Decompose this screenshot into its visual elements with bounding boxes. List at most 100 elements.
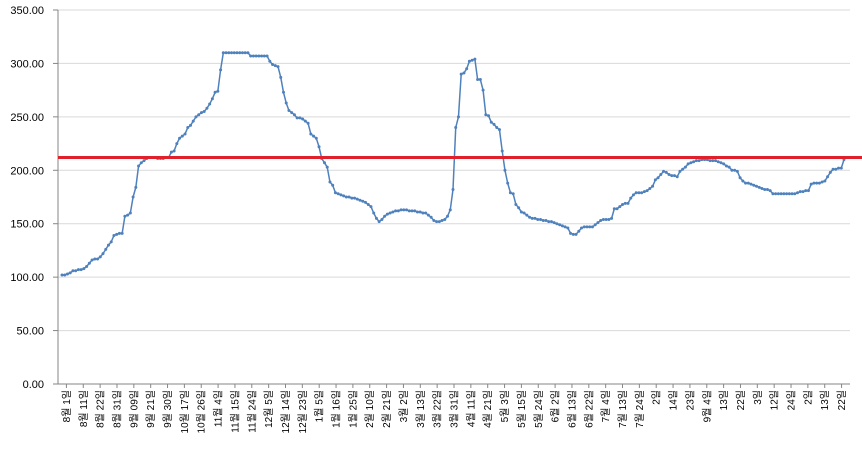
data-point [560, 224, 564, 228]
data-point [265, 54, 269, 58]
data-point [328, 180, 332, 184]
data-point [694, 159, 698, 163]
data-point [793, 192, 797, 196]
data-point [621, 202, 625, 206]
data-point [612, 207, 616, 211]
data-point [437, 220, 441, 224]
data-point [117, 231, 121, 235]
data-point [741, 179, 745, 183]
y-tick-label: 50.00 [16, 326, 44, 338]
x-tick-label: 3월 13일 [415, 390, 427, 428]
data-point [134, 185, 138, 189]
data-point [727, 165, 731, 169]
data-point [137, 164, 141, 168]
data-point [377, 220, 381, 224]
series-group [60, 51, 846, 277]
data-point [199, 111, 203, 115]
data-point [60, 273, 64, 277]
data-point [785, 192, 789, 196]
data-point [407, 209, 411, 213]
data-point [815, 181, 819, 185]
x-axis-tick-labels: 8월 1일 8월 11일 8월 22일 8월 31일 9월 09일 9월 21일 9월 30… [61, 390, 848, 433]
data-point [178, 136, 182, 140]
data-point [760, 186, 764, 190]
data-point [528, 215, 532, 219]
data-point [350, 196, 354, 200]
x-tick-label: 5월 3일 [499, 390, 511, 422]
data-point [194, 115, 198, 119]
data-point [716, 160, 720, 164]
x-tick-label: 5월 15일 [516, 390, 528, 428]
data-point [492, 122, 496, 126]
data-point [205, 106, 209, 110]
data-point [339, 193, 343, 197]
data-point [771, 192, 775, 196]
x-tick-label: 7월 24일 [634, 390, 646, 428]
x-tick-label: 3일 [752, 390, 764, 405]
data-point [426, 213, 430, 217]
data-point [662, 169, 666, 173]
data-point [585, 225, 589, 229]
data-point [549, 220, 553, 224]
data-point [361, 199, 365, 203]
data-point [577, 229, 581, 233]
data-point [104, 247, 108, 251]
x-tick-label: 22일 [836, 390, 848, 410]
data-point [826, 175, 830, 179]
data-point [254, 54, 258, 58]
data-point [683, 165, 687, 169]
data-point [366, 202, 370, 206]
data-point [508, 191, 512, 195]
data-point [230, 51, 234, 55]
x-tick-label: 9월 30일 [162, 390, 174, 428]
data-point [355, 197, 359, 201]
data-point [405, 208, 409, 212]
data-point [828, 170, 832, 174]
data-point [227, 51, 231, 55]
data-point [240, 51, 244, 55]
data-point [779, 192, 783, 196]
data-point [837, 166, 841, 170]
data-point [123, 214, 127, 218]
x-tick-label: 7월 13일 [617, 390, 629, 428]
data-point [566, 226, 570, 230]
x-tick-label: 4월 21일 [482, 390, 494, 428]
gridlines [58, 9, 850, 332]
data-point [347, 195, 351, 199]
y-tick-label: 250.00 [10, 112, 44, 124]
data-point [659, 173, 663, 177]
data-point [232, 51, 236, 55]
data-point [391, 210, 395, 214]
data-point [180, 134, 184, 138]
y-tick-label: 350.00 [10, 5, 44, 17]
data-point [251, 54, 255, 58]
x-tick-label: 9월 09일 [128, 390, 140, 428]
data-point [497, 128, 501, 132]
data-point [544, 219, 548, 223]
data-point [757, 185, 761, 189]
data-point [418, 210, 422, 214]
data-point [656, 176, 660, 180]
data-point [555, 222, 559, 226]
data-point [500, 149, 504, 153]
y-tick-label: 200.00 [10, 165, 44, 177]
x-tick-label: 11월 4일 [213, 390, 225, 427]
data-point [801, 190, 805, 194]
x-tick-label: 11월 24일 [246, 390, 258, 433]
data-point [470, 58, 474, 62]
data-point [834, 167, 838, 171]
data-point [514, 202, 518, 206]
data-point [287, 108, 291, 112]
data-point [448, 208, 452, 212]
data-point [697, 159, 701, 163]
data-point [525, 213, 529, 217]
data-point [260, 54, 264, 58]
data-point [590, 225, 594, 229]
data-point [817, 181, 821, 185]
x-tick-label: 8월 31일 [112, 390, 124, 428]
data-point [126, 213, 130, 217]
data-point [421, 211, 425, 215]
x-tick-label: 1월 25일 [347, 390, 359, 428]
data-point [782, 192, 786, 196]
data-point [831, 167, 835, 171]
